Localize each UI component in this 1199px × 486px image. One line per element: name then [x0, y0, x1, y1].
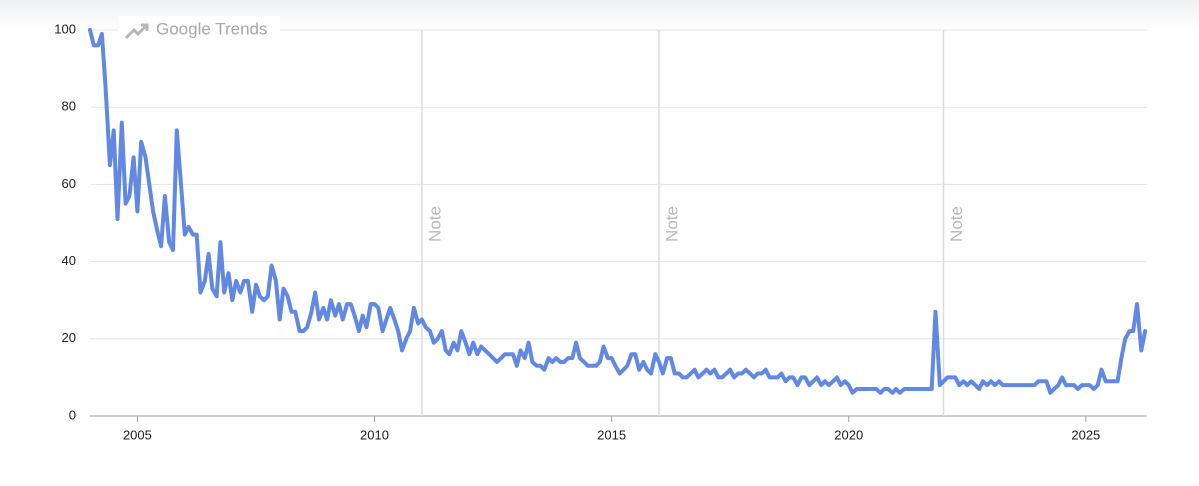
note-label: Note: [425, 206, 444, 242]
x-tick-label: 2005: [123, 427, 152, 442]
y-tick-label: 0: [69, 407, 76, 422]
y-tick-label: 80: [62, 99, 76, 114]
brand-backdrop: [118, 16, 280, 44]
x-tick-label: 2015: [597, 427, 626, 442]
brand-text: Google Trends: [156, 19, 268, 38]
y-tick-label: 60: [62, 176, 76, 191]
x-tick-label: 2025: [1071, 427, 1100, 442]
note-label: Note: [663, 206, 682, 242]
y-tick-label: 40: [62, 253, 76, 268]
x-tick-label: 2020: [834, 427, 863, 442]
trend-line: [88, 28, 1148, 395]
x-tick-label: 2010: [360, 427, 389, 442]
y-tick-label: 100: [54, 21, 76, 36]
note-label: Note: [947, 206, 966, 242]
y-tick-label: 20: [62, 330, 76, 345]
brand-icon: [124, 23, 149, 40]
